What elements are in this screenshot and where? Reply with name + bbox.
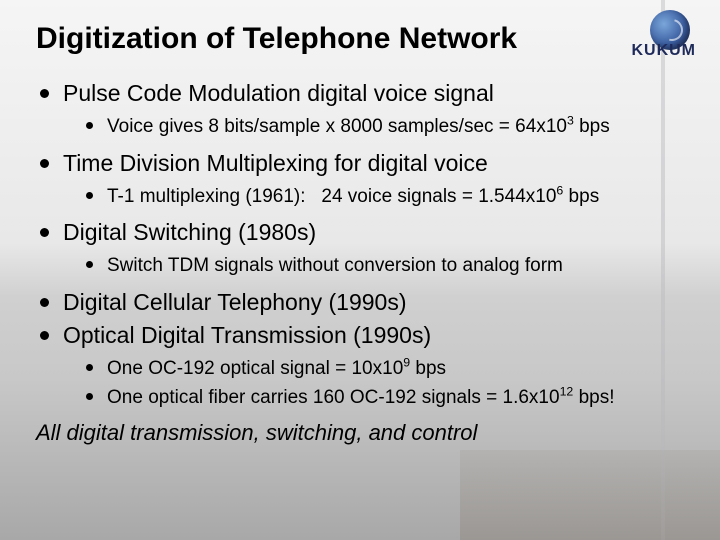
sub-list-item: One optical fiber carries 160 OC-192 sig…	[86, 386, 684, 411]
list-item: Digital Switching (1980s) Switch TDM sign…	[40, 219, 684, 279]
bullet-icon	[86, 261, 93, 268]
bullet-icon	[86, 122, 93, 129]
sub-list-item-text: T-1 multiplexing (1961): 24 voice signal…	[107, 185, 599, 210]
sub-list-item-text: Switch TDM signals without conversion to…	[107, 254, 563, 279]
sub-list: One OC-192 optical signal = 10x109 bps On…	[40, 357, 684, 410]
logo-text: KUKUM	[631, 42, 696, 60]
list-item: Time Division Multiplexing for digital v…	[40, 150, 684, 210]
list-item-text: Time Division Multiplexing for digital v…	[63, 150, 488, 177]
list-item-text: Pulse Code Modulation digital voice sign…	[63, 80, 494, 107]
background-building-graphic	[460, 450, 720, 540]
sub-list-item-text: One optical fiber carries 160 OC-192 sig…	[107, 386, 615, 411]
list-item: Pulse Code Modulation digital voice sign…	[40, 80, 684, 140]
bullet-icon	[40, 159, 49, 168]
list-item-text: Digital Cellular Telephony (1990s)	[63, 289, 406, 316]
bullet-icon	[40, 331, 49, 340]
sub-list-item: Voice gives 8 bits/sample x 8000 samples…	[86, 115, 684, 140]
sub-list-item-text: One OC-192 optical signal = 10x109 bps	[107, 357, 446, 382]
list-item: Optical Digital Transmission (1990s) One …	[40, 322, 684, 410]
bullet-icon	[86, 192, 93, 199]
sub-list-item-text: Voice gives 8 bits/sample x 8000 samples…	[107, 115, 610, 140]
bullet-icon	[86, 393, 93, 400]
slide-footer: All digital transmission, switching, and…	[36, 420, 684, 446]
list-item-text: Optical Digital Transmission (1990s)	[63, 322, 431, 349]
slide-content: Digitization of Telephone Network Pulse …	[0, 0, 720, 456]
bullet-icon	[40, 298, 49, 307]
slide-title: Digitization of Telephone Network	[36, 22, 684, 56]
sub-list: Switch TDM signals without conversion to…	[40, 254, 684, 279]
sub-list-item: Switch TDM signals without conversion to…	[86, 254, 684, 279]
bullet-list: Pulse Code Modulation digital voice sign…	[36, 80, 684, 410]
kukum-logo: KUKUM	[606, 10, 696, 60]
list-item: Digital Cellular Telephony (1990s)	[40, 289, 684, 316]
sub-list: Voice gives 8 bits/sample x 8000 samples…	[40, 115, 684, 140]
bullet-icon	[40, 228, 49, 237]
sub-list: T-1 multiplexing (1961): 24 voice signal…	[40, 185, 684, 210]
sub-list-item: T-1 multiplexing (1961): 24 voice signal…	[86, 185, 684, 210]
sub-list-item: One OC-192 optical signal = 10x109 bps	[86, 357, 684, 382]
bullet-icon	[86, 364, 93, 371]
list-item-text: Digital Switching (1980s)	[63, 219, 316, 246]
bullet-icon	[40, 89, 49, 98]
